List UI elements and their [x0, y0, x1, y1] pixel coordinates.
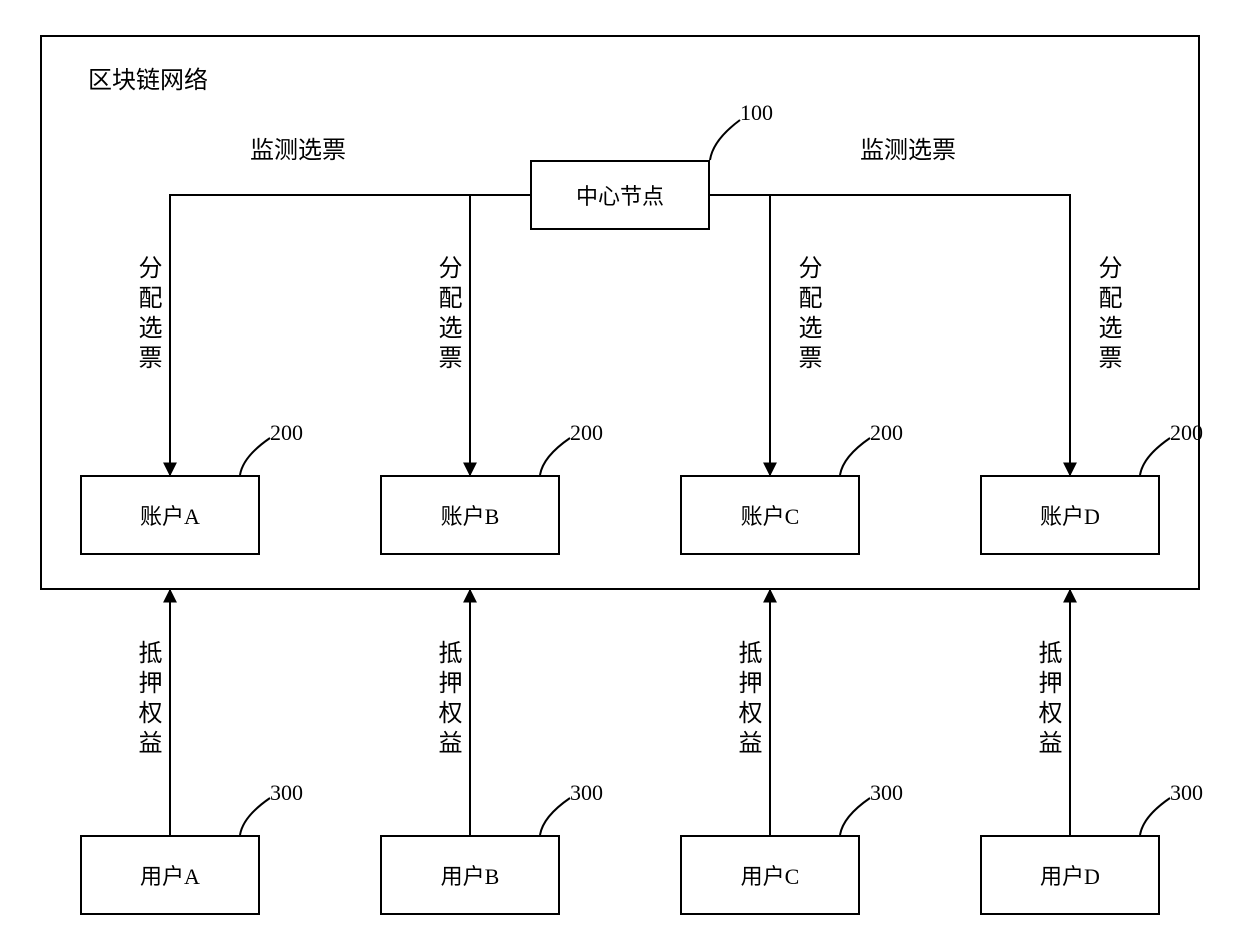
pledge-label: 抵押权益 — [1030, 640, 1065, 760]
distribute-label: 分配选票 — [130, 255, 165, 375]
user-label: 用户D — [1040, 859, 1100, 891]
distribute-label: 分配选票 — [790, 255, 825, 375]
ref-user: 300 — [1170, 780, 1203, 806]
user-node: 用户D — [980, 835, 1160, 915]
ref-center: 100 — [740, 100, 773, 126]
ref-user: 300 — [570, 780, 603, 806]
distribute-label: 分配选票 — [430, 255, 465, 375]
ref-account: 200 — [270, 420, 303, 446]
user-label: 用户A — [140, 859, 200, 891]
account-label: 账户A — [140, 499, 200, 531]
account-node: 账户D — [980, 475, 1160, 555]
ref-account: 200 — [870, 420, 903, 446]
user-label: 用户B — [441, 859, 500, 891]
center-node: 中心节点 — [530, 160, 710, 230]
user-node: 用户B — [380, 835, 560, 915]
center-node-label: 中心节点 — [576, 179, 664, 211]
account-label: 账户C — [741, 499, 800, 531]
distribute-label: 分配选票 — [1090, 255, 1125, 375]
user-label: 用户C — [741, 859, 800, 891]
account-node: 账户C — [680, 475, 860, 555]
account-node: 账户B — [380, 475, 560, 555]
account-node: 账户A — [80, 475, 260, 555]
pledge-label: 抵押权益 — [730, 640, 765, 760]
monitor-label-left: 监测选票 — [250, 130, 346, 165]
pledge-label: 抵押权益 — [430, 640, 465, 760]
pledge-label: 抵押权益 — [130, 640, 165, 760]
user-node: 用户C — [680, 835, 860, 915]
network-title: 区块链网络 — [88, 60, 208, 95]
user-node: 用户A — [80, 835, 260, 915]
ref-account: 200 — [570, 420, 603, 446]
blockchain-diagram: 区块链网络 中心节点 监测选票 监测选票 账户A 账户B 账户C 账户D 用户A 用户B… — [0, 0, 1240, 933]
ref-user: 300 — [870, 780, 903, 806]
account-label: 账户B — [441, 499, 500, 531]
account-label: 账户D — [1040, 499, 1100, 531]
ref-user: 300 — [270, 780, 303, 806]
ref-account: 200 — [1170, 420, 1203, 446]
monitor-label-right: 监测选票 — [860, 130, 956, 165]
